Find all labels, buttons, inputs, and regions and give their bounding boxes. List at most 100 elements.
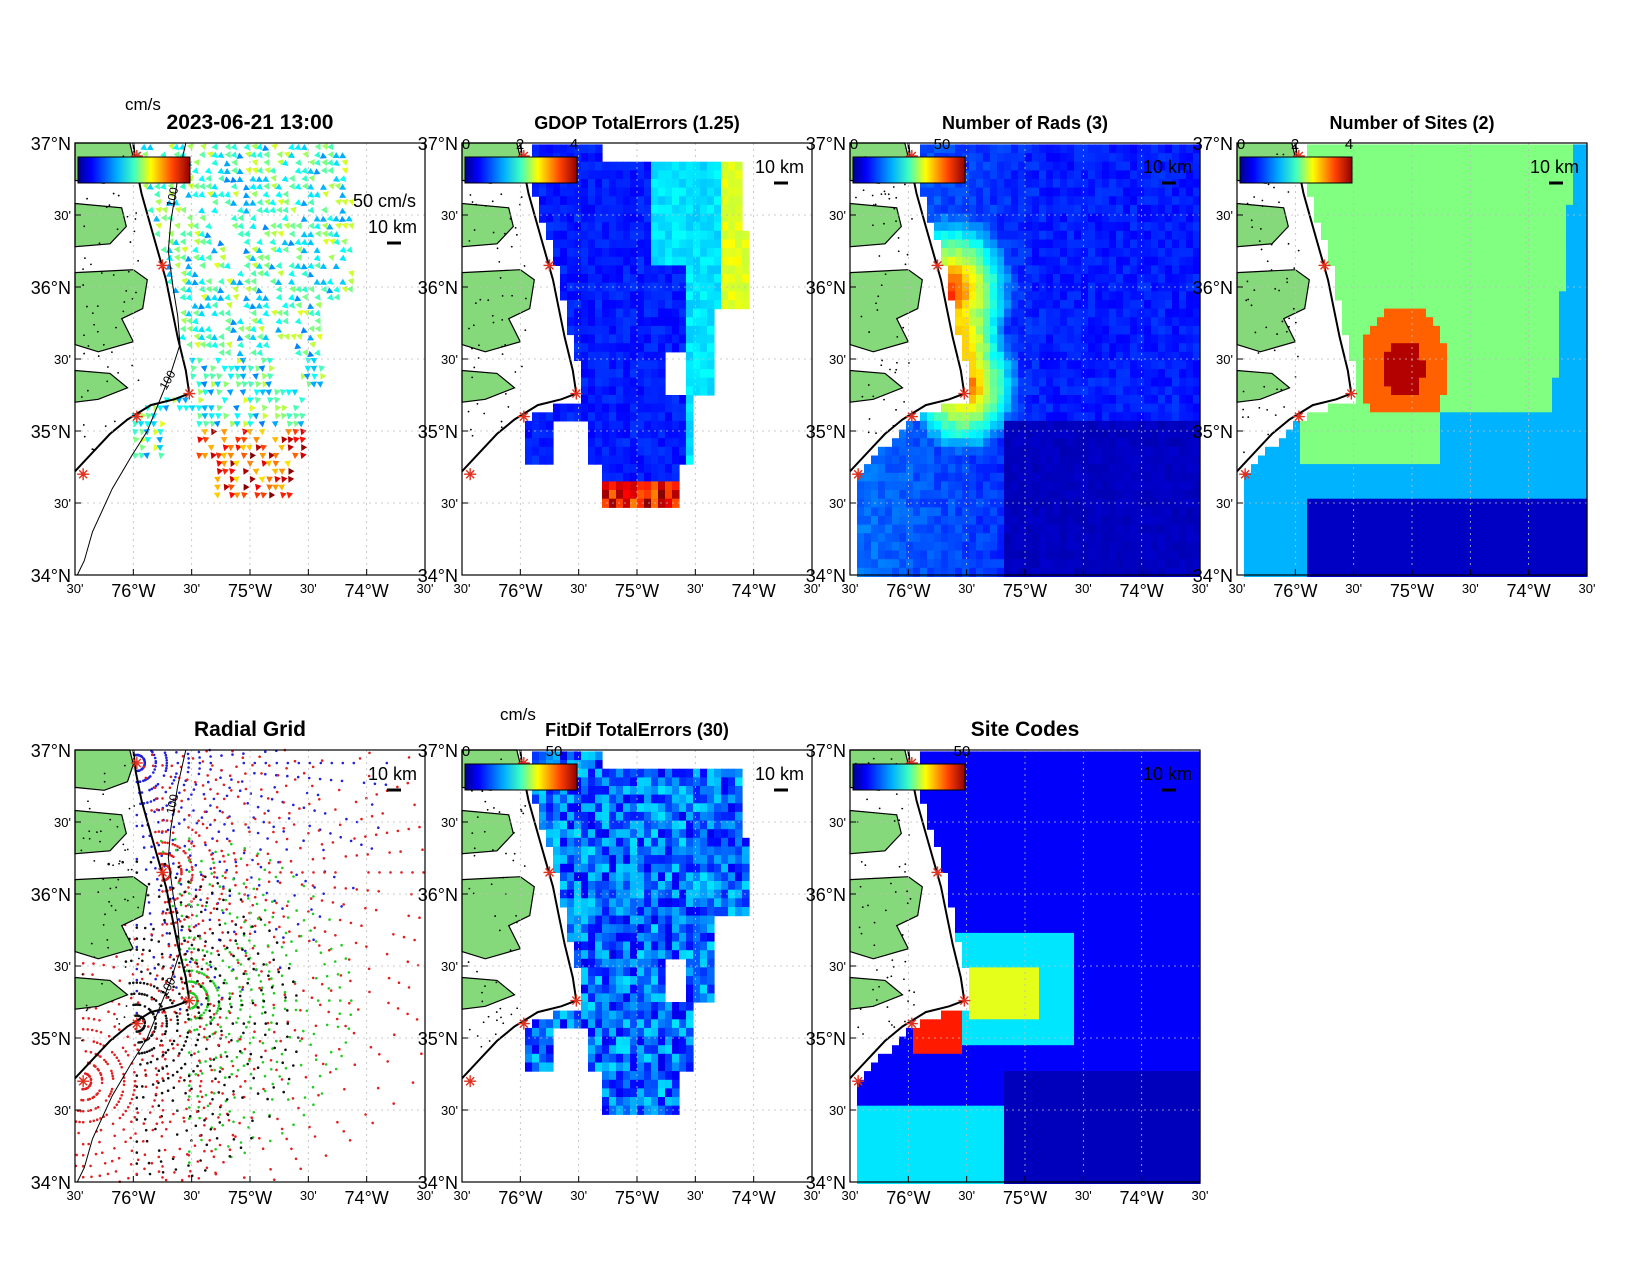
gdop-cell xyxy=(651,240,659,249)
nsites-cell xyxy=(1405,317,1413,326)
gdop-cell xyxy=(679,248,687,257)
gdop-cell xyxy=(721,170,729,179)
nrads-cell xyxy=(1130,257,1138,266)
nsites-cell xyxy=(1566,343,1574,352)
gdop-cell xyxy=(581,196,589,205)
gdop-cell xyxy=(644,274,652,283)
gdop-cell xyxy=(651,335,659,344)
gdop-cell xyxy=(721,205,729,214)
nrads-cell xyxy=(1123,404,1131,413)
nrads-cell xyxy=(1039,188,1047,197)
gdop-cell xyxy=(637,335,645,344)
nrads-cell xyxy=(1102,456,1110,465)
nrads-cell xyxy=(906,490,914,499)
coast-detail xyxy=(493,232,495,234)
nrads-cell xyxy=(1179,525,1187,534)
nrads-cell xyxy=(969,464,977,473)
nsites-cell xyxy=(1419,153,1427,162)
gdop-cell xyxy=(602,456,610,465)
nsites-cell xyxy=(1573,257,1581,266)
gdop-cell xyxy=(637,240,645,249)
nrads-cell xyxy=(1123,568,1131,577)
nrads-cell xyxy=(1095,378,1103,387)
nrads-cell xyxy=(1032,447,1040,456)
gdop-cell xyxy=(644,179,652,188)
nsites-cell xyxy=(1433,291,1441,300)
gdop-cell xyxy=(616,490,624,499)
nrads-cell xyxy=(1130,248,1138,257)
nrads-cell xyxy=(906,481,914,490)
nsites-cell xyxy=(1489,248,1497,257)
nsites-cell xyxy=(1356,170,1364,179)
nrads-cell xyxy=(1067,559,1075,568)
nsites-cell xyxy=(1440,231,1448,240)
nsites-cell xyxy=(1531,274,1539,283)
nrads-cell xyxy=(990,559,998,568)
gdop-cell xyxy=(700,309,708,318)
nsites-cell xyxy=(1482,231,1490,240)
nrads-cell xyxy=(1088,378,1096,387)
nsites-cell xyxy=(1349,291,1357,300)
gdop-cell xyxy=(588,352,596,361)
nsites-cell xyxy=(1573,274,1581,283)
nrads-cell xyxy=(899,490,907,499)
gdop-cell xyxy=(637,352,645,361)
nsites-cell xyxy=(1566,231,1574,240)
nrads-cell xyxy=(1123,162,1131,171)
nsites-cell xyxy=(1545,257,1553,266)
nrads-cell xyxy=(955,438,963,447)
nrads-cell xyxy=(976,248,984,257)
nrads-cell xyxy=(948,568,956,577)
nrads-cell xyxy=(899,551,907,560)
nrads-cell xyxy=(899,559,907,568)
nrads-cell xyxy=(962,421,970,430)
nrads-cell xyxy=(1039,456,1047,465)
nrads-cell xyxy=(1018,335,1026,344)
nrads-cell xyxy=(1137,559,1145,568)
nsites-cell xyxy=(1461,214,1469,223)
nrads-cell xyxy=(1130,473,1138,482)
nrads-cell xyxy=(1172,317,1180,326)
nrads-cell xyxy=(997,447,1005,456)
nrads-cell xyxy=(1179,412,1187,421)
nrads-cell xyxy=(1018,222,1026,231)
nrads-cell xyxy=(983,231,991,240)
nsites-cell xyxy=(1489,205,1497,214)
gdop-cell xyxy=(686,430,694,439)
nrads-cell xyxy=(1137,335,1145,344)
nsites-cell xyxy=(1524,300,1532,309)
nsites-cell xyxy=(1440,317,1448,326)
nrads-cell xyxy=(1179,559,1187,568)
gdop-cell xyxy=(658,326,666,335)
gdop-cell xyxy=(721,188,729,197)
gdop-cell xyxy=(630,369,638,378)
nrads-cell xyxy=(906,473,914,482)
gdop-cell xyxy=(686,188,694,197)
nsites-cell xyxy=(1468,352,1476,361)
nrads-cell xyxy=(969,412,977,421)
nsites-cell xyxy=(1531,369,1539,378)
nrads-cell xyxy=(1137,188,1145,197)
coast-detail xyxy=(889,369,891,371)
gdop-cell xyxy=(560,404,568,413)
gdop-cell xyxy=(651,162,659,171)
gdop-cell xyxy=(630,412,638,421)
gdop-cell xyxy=(644,205,652,214)
nrads-cell xyxy=(1172,360,1180,369)
colorbar xyxy=(78,157,190,183)
nrads-cell xyxy=(899,507,907,516)
nrads-cell xyxy=(1011,369,1019,378)
gdop-cell xyxy=(623,421,631,430)
nsites-cell xyxy=(1524,257,1532,266)
nsites-cell xyxy=(1566,248,1574,257)
nrads-cell xyxy=(1095,464,1103,473)
nrads-cell xyxy=(1095,404,1103,413)
coast-detail xyxy=(881,360,883,362)
nrads-cell xyxy=(1011,257,1019,266)
nrads-cell xyxy=(1046,162,1054,171)
nsites-cell xyxy=(1482,274,1490,283)
nrads-cell xyxy=(1053,222,1061,231)
nsites-cell xyxy=(1538,343,1546,352)
nrads-cell xyxy=(857,481,865,490)
nrads-cell xyxy=(1158,421,1166,430)
